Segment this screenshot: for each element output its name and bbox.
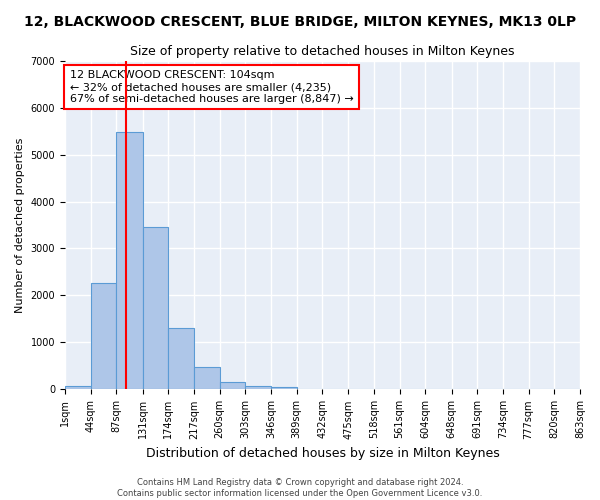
- Y-axis label: Number of detached properties: Number of detached properties: [15, 138, 25, 312]
- Bar: [271, 387, 297, 390]
- Bar: [116, 132, 143, 390]
- Bar: [297, 388, 322, 390]
- Bar: [245, 386, 271, 390]
- Bar: [194, 368, 220, 390]
- Bar: [143, 228, 168, 390]
- Title: Size of property relative to detached houses in Milton Keynes: Size of property relative to detached ho…: [130, 45, 515, 58]
- Text: Contains HM Land Registry data © Crown copyright and database right 2024.
Contai: Contains HM Land Registry data © Crown c…: [118, 478, 482, 498]
- X-axis label: Distribution of detached houses by size in Milton Keynes: Distribution of detached houses by size …: [146, 447, 499, 460]
- Bar: [168, 328, 194, 390]
- Bar: [91, 283, 116, 390]
- Bar: [65, 386, 91, 390]
- Bar: [220, 382, 245, 390]
- Text: 12, BLACKWOOD CRESCENT, BLUE BRIDGE, MILTON KEYNES, MK13 0LP: 12, BLACKWOOD CRESCENT, BLUE BRIDGE, MIL…: [24, 15, 576, 29]
- Text: 12 BLACKWOOD CRESCENT: 104sqm
← 32% of detached houses are smaller (4,235)
67% o: 12 BLACKWOOD CRESCENT: 104sqm ← 32% of d…: [70, 70, 354, 104]
